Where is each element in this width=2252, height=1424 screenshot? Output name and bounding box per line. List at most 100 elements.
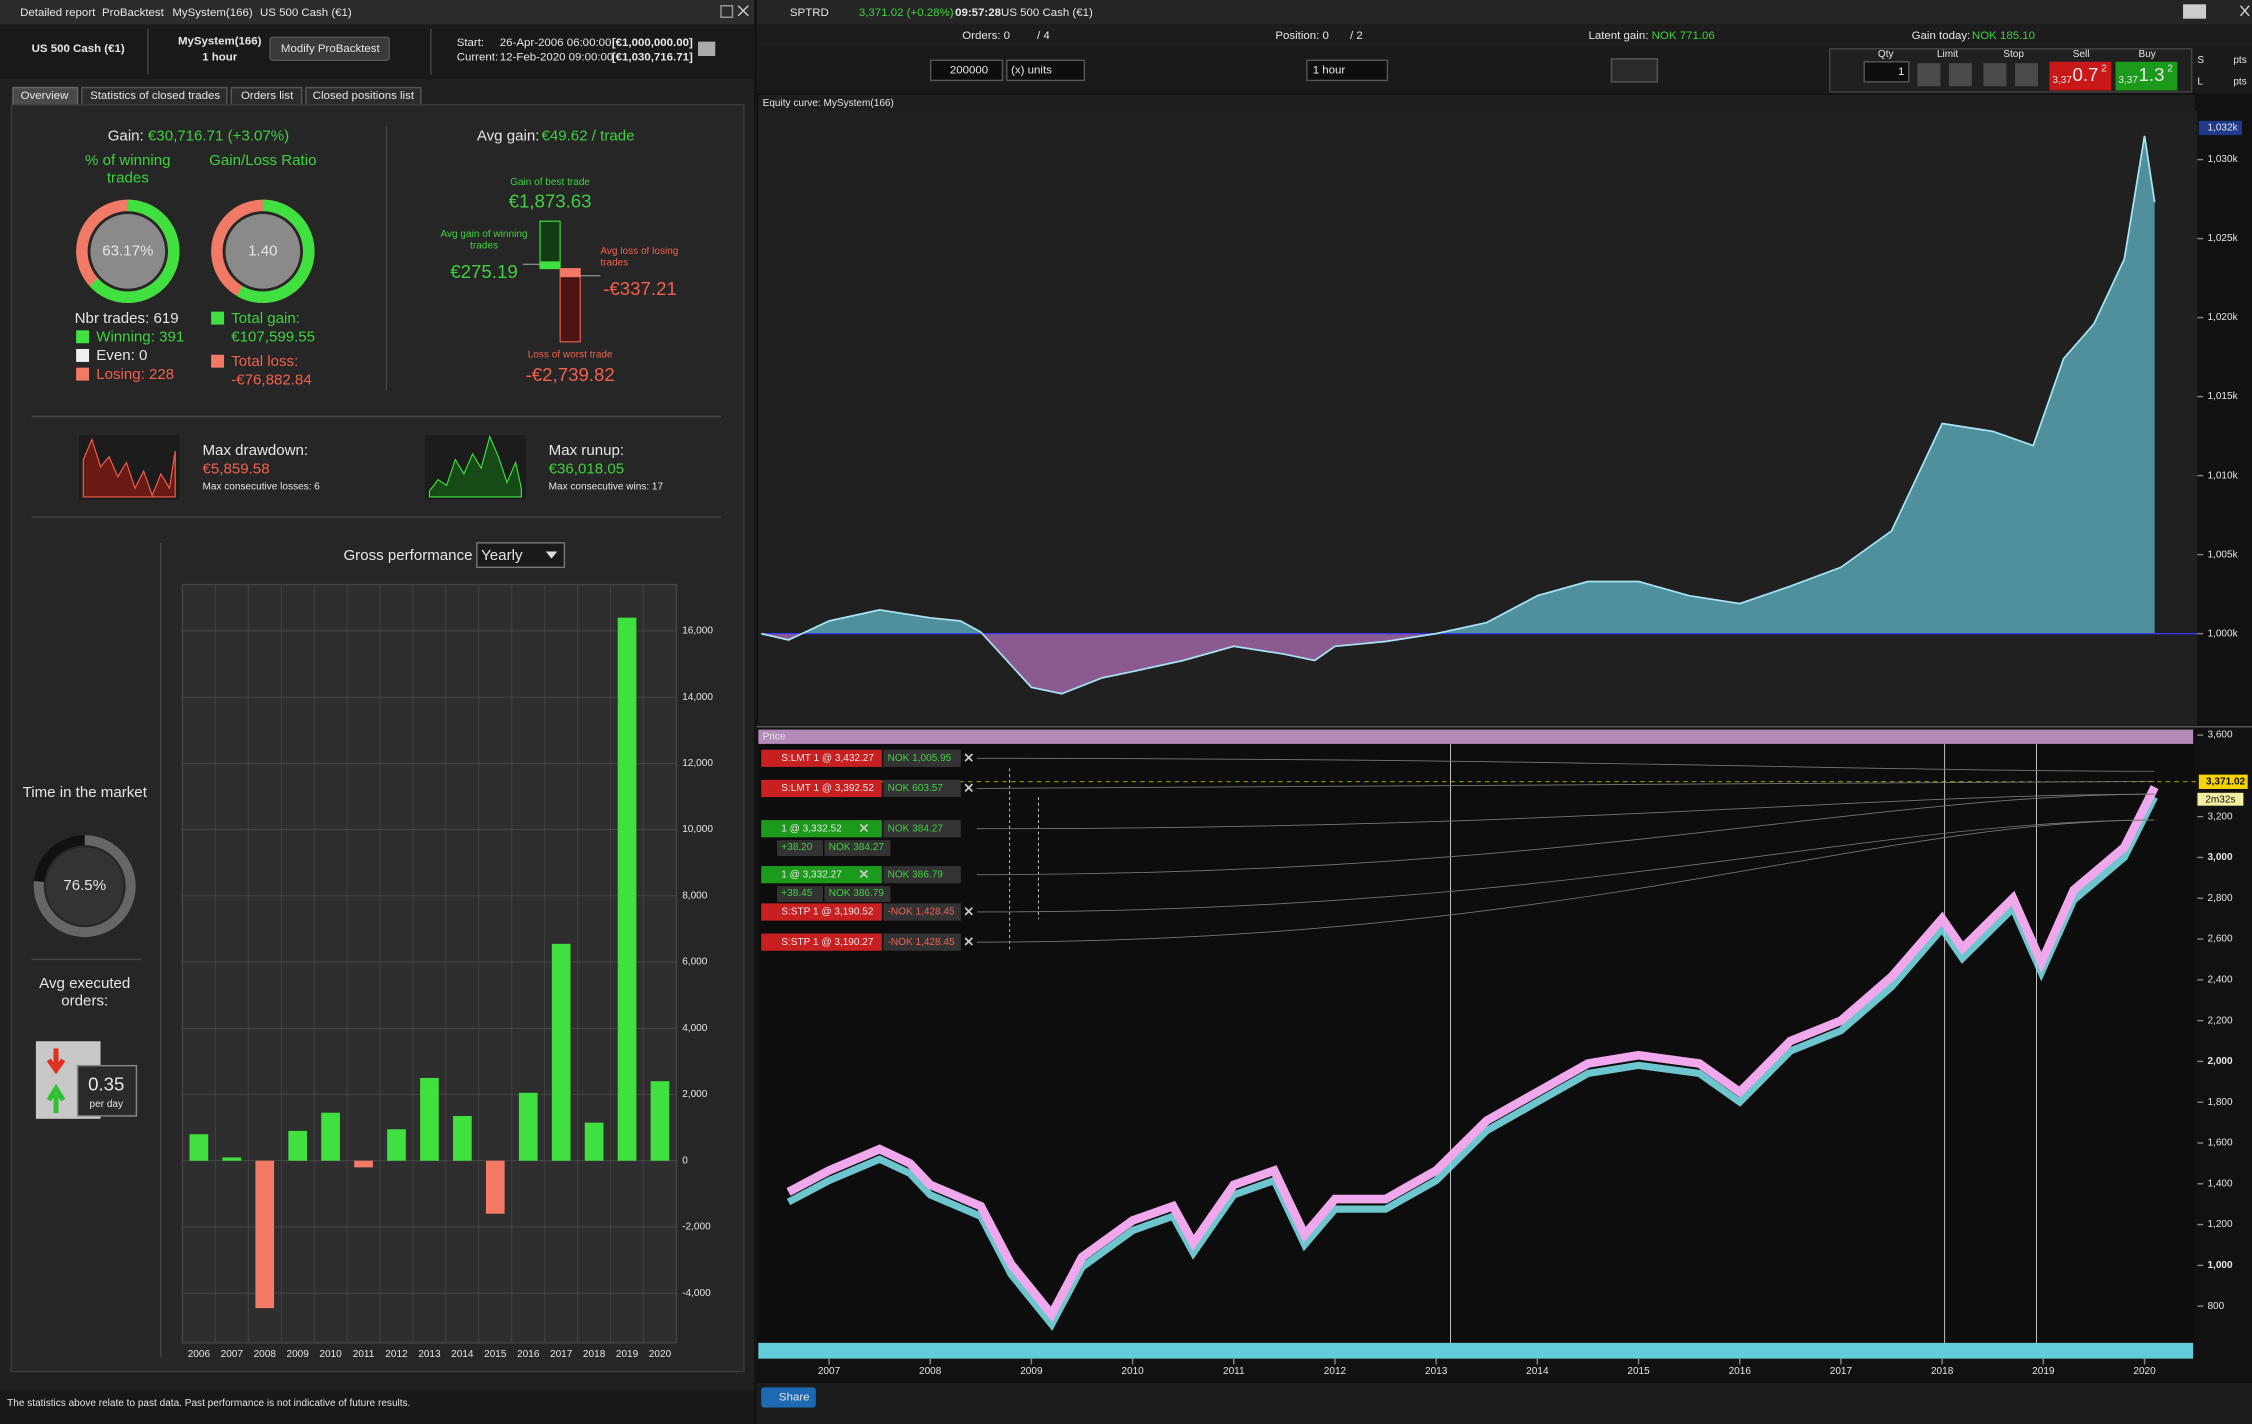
order-line (976, 757, 2155, 772)
x-tick-label: 2013 (418, 1349, 441, 1360)
order-label: S:LMT 1 @ 3,392.52 (781, 783, 874, 794)
sell-prefix[interactable]: 3,37 (2052, 75, 2072, 86)
total-loss: -€76,882.84 (231, 372, 312, 389)
close-button[interactable] (2239, 5, 2250, 17)
tab[interactable]: Overview (21, 90, 70, 102)
buy-arrow-icon (46, 1083, 66, 1114)
buy-button[interactable] (2115, 61, 2178, 91)
bar (650, 1081, 670, 1161)
tab[interactable]: Statistics of closed trades (90, 90, 220, 102)
tab[interactable]: Orders list (241, 90, 294, 102)
order-cancel[interactable] (964, 937, 973, 946)
order-icon[interactable] (761, 933, 777, 951)
current-capital: [€1,030,716.71] (612, 51, 693, 63)
latent-label: Latent gain: (1588, 30, 1648, 42)
chart-tools[interactable] (1610, 58, 1659, 83)
title-tab: US 500 Cash (€1) (260, 7, 352, 19)
order-icon[interactable] (761, 820, 777, 838)
x-tick-label: 2013 (1425, 1366, 1448, 1377)
system-name: MySystem(166) (178, 36, 262, 48)
share-label[interactable]: Share (779, 1391, 810, 1403)
order-cancel[interactable] (964, 907, 973, 916)
y-tick-label: 1,200 (2207, 1219, 2233, 1230)
gain-today: NOK 185.10 (1972, 30, 2035, 42)
order-cancel[interactable] (859, 869, 869, 879)
title-tab: MySystem(166) (172, 7, 252, 19)
current-price-box (2198, 774, 2248, 789)
y-tick-label: 2,400 (2207, 974, 2233, 985)
pts: pts (2233, 55, 2246, 66)
units[interactable]: (x) units (1011, 64, 1052, 76)
order-cancel[interactable] (859, 823, 869, 833)
equity-area-gain (761, 135, 2155, 634)
order-line (976, 819, 2155, 913)
quote: 3,371.02 (+0.28%) (859, 7, 954, 19)
order-cancel[interactable] (964, 783, 973, 792)
price-header-strip (758, 729, 2194, 744)
share-button[interactable] (761, 1387, 816, 1408)
time-label: Time in the market (22, 784, 147, 802)
stop-sell-button[interactable] (2015, 63, 2039, 87)
qty-input[interactable] (1863, 61, 1910, 83)
order-label-box (776, 903, 882, 921)
bar (453, 1116, 472, 1161)
right-titlebar (756, 0, 2252, 25)
y-tick-label: 2,000 (2207, 1056, 2233, 1067)
side-s: S (2197, 55, 2204, 66)
order-label: S:STP 1 @ 3,190.27 (781, 937, 874, 948)
order-connectors (1009, 768, 1039, 951)
x-tick-label: 2009 (287, 1349, 310, 1360)
sell-price[interactable]: 0.7 (2072, 64, 2098, 85)
ring-center (225, 213, 301, 289)
dropdown-arrow[interactable] (545, 551, 558, 559)
order-icon[interactable] (761, 903, 777, 921)
qty[interactable]: 1 (1898, 66, 1904, 78)
modify-button-label[interactable]: Modify ProBacktest (281, 43, 381, 55)
order-icon[interactable] (761, 779, 777, 798)
order-cancel[interactable] (964, 753, 973, 762)
even: Even: 0 (96, 347, 147, 364)
units-dropdown[interactable] (1006, 59, 1086, 82)
bar (387, 1129, 406, 1161)
time-value: 76.5% (63, 877, 106, 894)
period[interactable]: Yearly (481, 547, 523, 564)
sell-suffix[interactable]: 2 (2101, 64, 2107, 75)
print-icon[interactable] (698, 41, 716, 57)
order-icon[interactable] (761, 866, 777, 884)
maximize-button[interactable] (720, 5, 734, 18)
y-tick-label: -4,000 (682, 1288, 711, 1299)
modify-button[interactable] (269, 36, 390, 62)
order-amount-box (824, 840, 891, 856)
quantity-input-value[interactable]: 200000 (950, 64, 988, 76)
buy-suffix[interactable]: 2 (2167, 64, 2173, 75)
avg-loss-label: Avg loss of losing trades (600, 247, 679, 269)
timeframe[interactable]: 1 hour (1313, 64, 1346, 76)
winning-ring (76, 199, 180, 304)
total-loss-label: Total loss: (231, 353, 298, 370)
stop-buy-button[interactable] (1983, 63, 2007, 87)
quantity-input[interactable] (929, 59, 1004, 82)
clock: 09:57:28 (955, 7, 1002, 19)
symbol: SPTRD (790, 7, 829, 19)
sell-button[interactable] (2049, 61, 2112, 91)
order-amount-box (883, 779, 961, 798)
order-points: +38.45 (781, 888, 812, 899)
avg-win-bar (540, 261, 561, 269)
order-icon[interactable] (761, 749, 777, 767)
order-amount-box (883, 820, 961, 838)
buy-prefix[interactable]: 3,37 (2118, 75, 2138, 86)
tab[interactable]: Closed positions list (313, 90, 415, 102)
price-pane (758, 743, 2195, 1343)
timeframe-dropdown[interactable] (1306, 59, 1389, 82)
close-button[interactable] (737, 5, 749, 17)
limit-buy-button[interactable] (1917, 63, 1941, 87)
buy-price[interactable]: 1.3 (2139, 64, 2165, 85)
limit-sell-button[interactable] (1948, 63, 1972, 87)
max-runup: €36,018.05 (549, 461, 624, 478)
y-tick-label: 1,010k (2207, 470, 2238, 481)
window-menu[interactable] (2183, 4, 2207, 19)
x-tick-label: 2011 (1223, 1366, 1245, 1377)
bar (255, 1160, 275, 1309)
legend-swatch (76, 348, 90, 362)
ring-center (45, 847, 124, 925)
